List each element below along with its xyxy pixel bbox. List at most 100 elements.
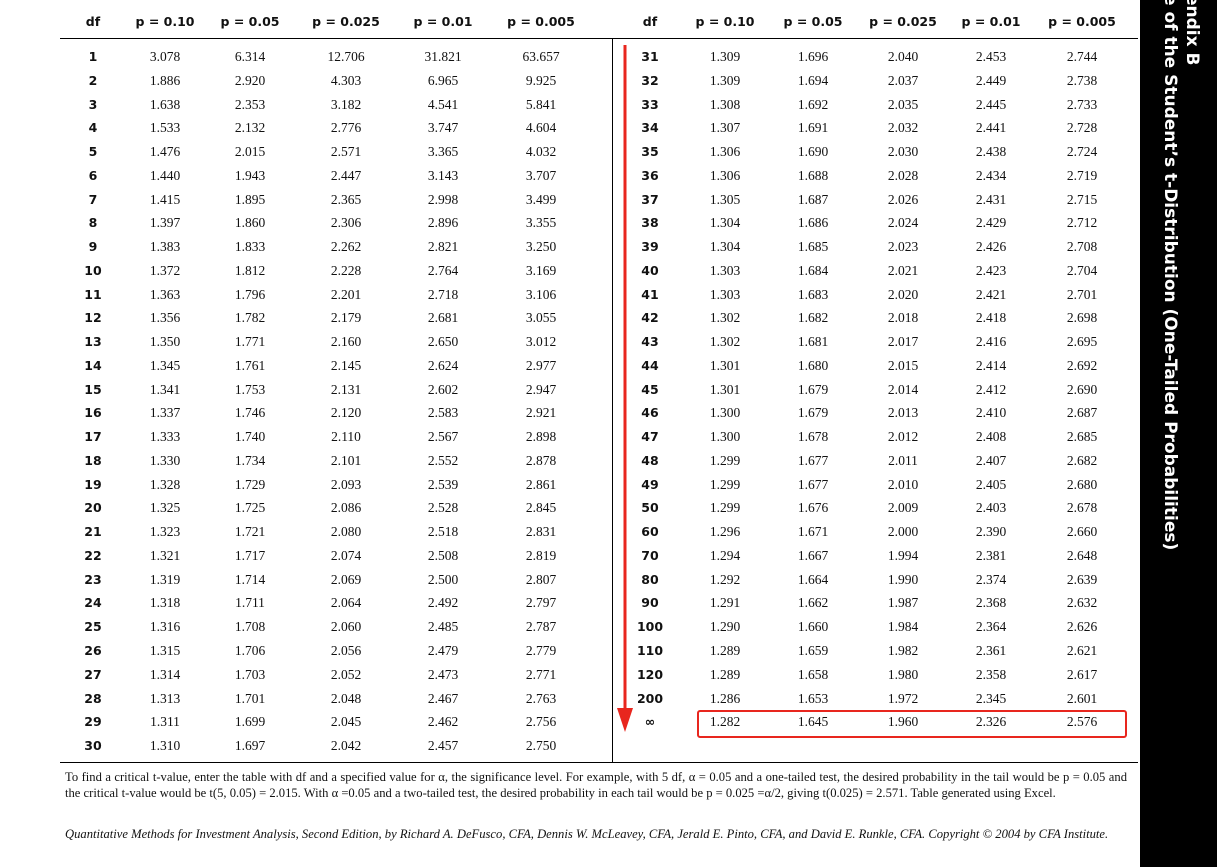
value-cell: 2.011 [888,452,918,468]
value-cell: 4.032 [525,144,557,160]
value-cell: 2.695 [1066,334,1098,350]
value-cell: 2.390 [975,524,1007,540]
value-cell: 2.807 [525,571,557,587]
value-cell: 1.300 [709,405,741,421]
value-cell: 3.355 [525,215,557,231]
value-cell: 1.690 [797,144,829,160]
value-cell: 1.812 [234,262,266,278]
value-cell: 1.305 [709,191,741,207]
column-divider [612,38,613,762]
value-cell: 3.182 [330,96,362,112]
value-cell: 2.365 [330,191,362,207]
value-cell: 2.014 [887,381,919,397]
df-cell: 42 [641,310,659,326]
value-cell: 1.314 [149,666,181,682]
value-cell: 1.299 [709,452,741,468]
df-cell: 80 [641,571,659,587]
value-cell: 2.101 [330,452,362,468]
value-cell: 2.048 [330,690,362,706]
value-cell: 1.315 [149,643,181,658]
df-cell: 100 [636,619,664,635]
value-cell: 2.069 [330,571,362,587]
value-cell: 2.418 [975,310,1007,326]
df-cell: 31 [641,49,659,64]
value-cell: 2.110 [331,429,361,445]
value-cell: 2.738 [1066,72,1098,88]
df-cell: 19 [84,476,102,492]
value-cell: 1.345 [149,357,181,373]
df-cell: 25 [84,619,102,635]
value-cell: 2.441 [975,120,1007,136]
df-cell: 90 [641,595,659,611]
df-cell: 9 [88,239,98,255]
value-cell: 2.045 [330,714,362,730]
df-cell: 10 [84,262,102,278]
column-header: df [642,14,658,29]
df-cell: 15 [84,381,102,397]
column-header: p = 0.005 [1048,14,1116,29]
df-cell: 43 [641,334,659,350]
value-cell: 1.307 [709,120,741,136]
value-cell: 2.639 [1066,571,1098,587]
value-cell: 2.518 [427,524,459,540]
value-cell: 2.262 [330,239,362,255]
value-cell: 2.539 [427,476,459,492]
value-cell: 2.712 [1066,215,1098,231]
df-cell: 26 [84,643,102,658]
header-rule [60,38,1138,39]
footnote: To find a critical t-value, enter the ta… [65,770,1127,800]
value-cell: 3.078 [149,49,181,64]
value-cell: 2.678 [1066,500,1098,516]
value-cell: 1.638 [149,96,181,112]
value-cell: 2.690 [1066,381,1098,397]
value-cell: 1.300 [709,429,741,445]
value-cell: 1.319 [149,571,181,587]
value-cell: 6.314 [234,49,266,64]
value-cell: 1.706 [234,643,266,658]
df-cell: 20 [84,500,102,516]
value-cell: 2.528 [427,500,459,516]
df-cell: ∞ [644,714,656,730]
value-cell: 3.747 [427,120,459,136]
value-cell: 2.861 [525,476,557,492]
value-cell: 1.313 [149,690,181,706]
value-cell: 1.667 [797,547,829,563]
column-header: p = 0.01 [413,14,473,29]
value-cell: 1.372 [149,262,181,278]
value-cell: 2.744 [1066,49,1098,64]
value-cell: 2.617 [1066,666,1098,682]
value-cell: 2.750 [525,738,557,754]
bottom-rule [60,762,1138,763]
value-cell: 1.701 [234,690,266,706]
value-cell: 2.648 [1066,547,1098,563]
value-cell: 1.290 [709,619,741,635]
df-cell: 17 [84,429,102,445]
value-cell: 2.381 [975,547,1007,563]
value-cell: 2.414 [975,357,1007,373]
value-cell: 2.624 [427,357,459,373]
column-header: p = 0.05 [783,14,843,29]
value-cell: 1.688 [797,167,829,183]
value-cell: 2.485 [427,619,459,635]
value-cell: 2.447 [330,167,362,183]
column-header: p = 0.025 [869,14,937,29]
value-cell: 2.756 [525,714,557,730]
value-cell: 2.719 [1066,167,1098,183]
value-cell: 1.302 [709,310,741,326]
value-cell: 1.676 [797,500,829,516]
value-cell: 1.960 [887,714,919,730]
value-cell: 2.449 [975,72,1007,88]
value-cell: 2.583 [427,405,459,421]
value-cell: 9.925 [525,72,557,88]
value-cell: 1.321 [149,547,181,563]
value-cell: 1.982 [887,643,919,658]
value-cell: 1.308 [709,96,741,112]
value-cell: 2.776 [330,120,362,136]
value-cell: 2.030 [887,144,919,160]
highlight-box [697,710,1127,738]
value-cell: 1.653 [797,690,829,706]
value-cell: 1.990 [887,571,919,587]
value-cell: 4.604 [525,120,557,136]
value-cell: 2.763 [525,690,557,706]
value-cell: 2.010 [887,476,919,492]
